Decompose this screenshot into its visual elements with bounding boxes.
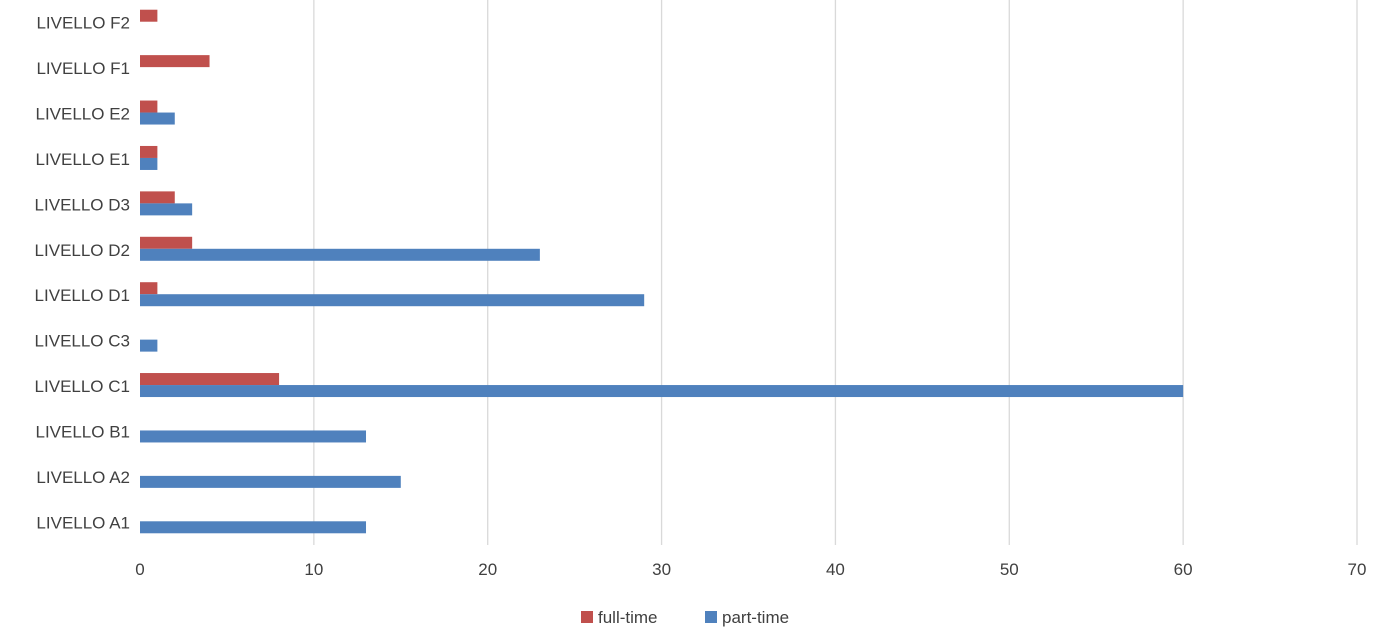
bar-full-time-livello-d2 xyxy=(140,237,192,249)
legend: full-time part-time xyxy=(581,608,789,627)
x-tick-labels: 0 10 20 30 40 50 60 70 xyxy=(135,560,1366,579)
bar-part-time-livello-e1 xyxy=(140,158,157,170)
bar-part-time-livello-b1 xyxy=(140,430,366,442)
bar-full-time-livello-d1 xyxy=(140,282,157,294)
bar-full-time-livello-f2 xyxy=(140,10,157,22)
legend-swatch-full-time xyxy=(581,611,593,623)
bar-full-time-livello-e1 xyxy=(140,146,157,158)
x-tick-label-30: 30 xyxy=(652,560,671,579)
category-label: LIVELLO C1 xyxy=(35,377,130,396)
x-tick-label-40: 40 xyxy=(826,560,845,579)
grid-lines xyxy=(314,0,1357,545)
category-label: LIVELLO C3 xyxy=(35,332,130,351)
x-tick-label-70: 70 xyxy=(1348,560,1367,579)
category-label: LIVELLO D3 xyxy=(35,195,130,214)
bar-full-time-livello-e2 xyxy=(140,101,157,113)
bar-full-time-livello-c1 xyxy=(140,373,279,385)
bar-part-time-livello-d2 xyxy=(140,249,540,261)
category-label: LIVELLO B1 xyxy=(35,422,130,441)
legend-label-full-time: full-time xyxy=(598,608,658,627)
category-label: LIVELLO E2 xyxy=(35,105,130,124)
bar-part-time-livello-a2 xyxy=(140,476,401,488)
category-label: LIVELLO A2 xyxy=(36,468,130,487)
bar-part-time-livello-c1 xyxy=(140,385,1183,397)
category-label: LIVELLO A1 xyxy=(36,513,130,532)
category-label: LIVELLO F1 xyxy=(36,59,130,78)
bar-part-time-livello-d3 xyxy=(140,203,192,215)
bar-part-time-livello-d1 xyxy=(140,294,644,306)
bar-part-time-livello-a1 xyxy=(140,521,366,533)
bar-part-time-livello-e2 xyxy=(140,113,175,125)
legend-swatch-part-time xyxy=(705,611,717,623)
legend-label-part-time: part-time xyxy=(722,608,789,627)
category-label: LIVELLO F2 xyxy=(36,14,130,33)
x-tick-label-0: 0 xyxy=(135,560,144,579)
bar-full-time-livello-d3 xyxy=(140,191,175,203)
category-label: LIVELLO E1 xyxy=(35,150,130,169)
x-tick-label-10: 10 xyxy=(304,560,323,579)
category-label: LIVELLO D1 xyxy=(35,286,130,305)
bar-part-time-livello-c3 xyxy=(140,340,157,352)
x-tick-label-20: 20 xyxy=(478,560,497,579)
bar-full-time-livello-f1 xyxy=(140,55,210,67)
category-labels: LIVELLO A1 LIVELLO A2 LIVELLO B1 LIVELLO C1… xyxy=(35,14,130,533)
category-label: LIVELLO D2 xyxy=(35,241,130,260)
x-tick-label-50: 50 xyxy=(1000,560,1019,579)
x-tick-label-60: 60 xyxy=(1174,560,1193,579)
